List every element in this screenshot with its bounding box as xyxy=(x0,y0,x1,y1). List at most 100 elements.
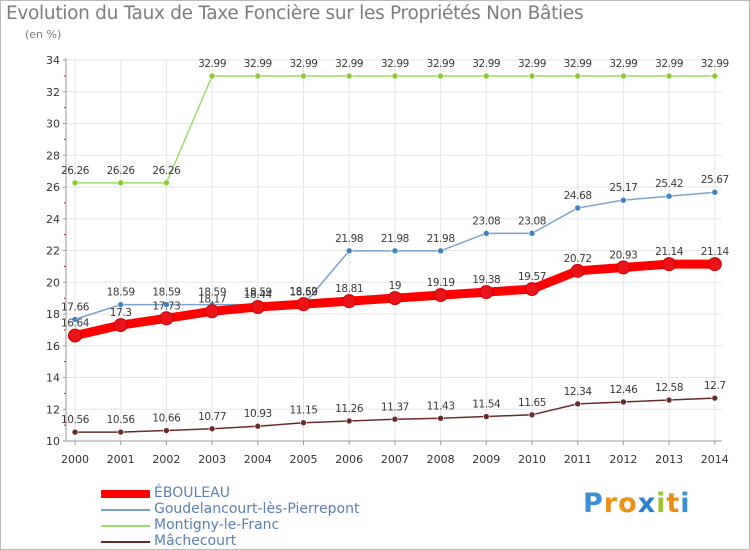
data-point-montigny xyxy=(574,72,582,80)
data-point-ebouleau xyxy=(479,285,494,300)
y-tick-label: 26 xyxy=(46,181,60,194)
data-point-machecourt xyxy=(391,415,399,423)
data-label-machecourt: 11.37 xyxy=(381,401,409,413)
y-tick-label: 24 xyxy=(46,213,60,226)
data-label-ebouleau: 21.14 xyxy=(701,246,730,258)
data-label-ebouleau: 16.64 xyxy=(61,318,90,330)
data-label-machecourt: 11.54 xyxy=(472,399,501,411)
data-label-ebouleau: 19 xyxy=(389,280,402,292)
data-point-machecourt xyxy=(117,428,124,436)
data-point-machecourt xyxy=(71,428,79,436)
data-label-goudelancourt: 21.98 xyxy=(335,233,363,245)
y-tick-label: 18 xyxy=(46,308,60,321)
data-label-machecourt: 10.56 xyxy=(107,414,136,426)
legend-label-ebouleau: ÉBOULEAU xyxy=(154,485,230,501)
data-point-ebouleau xyxy=(387,291,402,306)
data-label-ebouleau: 17.3 xyxy=(110,307,132,319)
data-point-montigny xyxy=(482,72,490,80)
data-label-machecourt: 12.58 xyxy=(655,382,683,394)
data-point-ebouleau xyxy=(662,257,677,272)
data-point-machecourt xyxy=(482,413,490,420)
legend-swatch-goudelancourt xyxy=(101,509,150,511)
data-label-goudelancourt: 18.59 xyxy=(152,287,180,299)
legend-swatch-ebouleau xyxy=(101,490,150,498)
data-label-ebouleau: 17.73 xyxy=(152,300,180,312)
x-tick-label: 2006 xyxy=(335,453,363,466)
data-label-machecourt: 12.34 xyxy=(564,386,593,398)
data-label-goudelancourt: 25.17 xyxy=(609,182,637,194)
data-label-ebouleau: 19.19 xyxy=(427,277,455,289)
data-label-montigny: 32.99 xyxy=(655,58,683,70)
axes: 10 12 14 16 18 20 22 24 26 28 30 32 34 2000 2001 2002 20… xyxy=(46,54,729,466)
legend-label-montigny: Montigny-le-Franc xyxy=(154,517,280,533)
y-tick-label: 30 xyxy=(46,118,60,131)
data-point-goudelancourt xyxy=(117,301,124,308)
x-tick-label: 2014 xyxy=(701,453,729,466)
x-tick-label: 2004 xyxy=(244,453,272,466)
y-tick-label: 32 xyxy=(46,86,60,99)
logo-letter: x xyxy=(637,488,657,519)
data-label-montigny: 32.99 xyxy=(472,58,500,70)
data-point-ebouleau xyxy=(113,318,128,333)
x-tick-label: 2009 xyxy=(472,453,500,466)
data-label-goudelancourt: 23.08 xyxy=(472,215,500,227)
data-label-goudelancourt: 18.59 xyxy=(289,287,317,299)
data-point-montigny xyxy=(71,179,79,187)
data-point-montigny xyxy=(391,72,399,80)
data-point-montigny xyxy=(711,72,719,80)
data-point-goudelancourt xyxy=(437,247,444,255)
data-label-montigny: 32.99 xyxy=(289,58,317,70)
data-point-machecourt xyxy=(620,398,627,406)
data-point-montigny xyxy=(528,72,536,80)
data-label-ebouleau: 18.62 xyxy=(289,286,317,298)
data-point-machecourt xyxy=(437,414,444,422)
data-label-montigny: 26.26 xyxy=(61,165,90,177)
data-label-ebouleau: 20.93 xyxy=(609,249,637,261)
y-tick-label: 10 xyxy=(46,435,60,448)
y-tick-label: 22 xyxy=(46,245,60,258)
data-point-machecourt xyxy=(208,425,216,433)
logo-letter: i xyxy=(680,488,691,519)
y-tick-label: 16 xyxy=(46,340,60,353)
data-point-goudelancourt xyxy=(391,247,399,255)
data-point-ebouleau xyxy=(205,304,220,319)
line-chart: 10 12 14 16 18 20 22 24 26 28 30 32 34 2000 2001 2002 20… xyxy=(46,54,730,466)
x-tick-label: 2010 xyxy=(518,453,546,466)
data-label-machecourt: 12.7 xyxy=(704,380,726,392)
data-label-ebouleau: 20.72 xyxy=(564,253,592,265)
data-label-montigny: 32.99 xyxy=(198,58,226,70)
data-point-goudelancourt xyxy=(711,188,719,196)
legend-label-machecourt: Mâchecourt xyxy=(154,533,237,549)
data-point-ebouleau xyxy=(570,263,585,278)
data-point-montigny xyxy=(345,72,353,80)
data-point-montigny xyxy=(620,72,627,80)
legend-swatch-montigny xyxy=(101,525,150,527)
data-label-goudelancourt: 21.98 xyxy=(381,233,409,245)
data-point-ebouleau xyxy=(159,311,174,326)
data-label-machecourt: 10.66 xyxy=(152,413,181,425)
data-label-machecourt: 11.26 xyxy=(335,403,364,415)
data-point-goudelancourt xyxy=(574,204,582,212)
data-point-ebouleau xyxy=(525,282,539,297)
y-tick-label: 20 xyxy=(46,276,60,289)
data-point-machecourt xyxy=(574,400,582,408)
data-labels: 26.26 26.26 26.26 32.99 32.99 32.99 32.99 32.99… xyxy=(61,58,730,426)
data-point-goudelancourt xyxy=(163,301,170,308)
x-tick-label: 2008 xyxy=(427,453,455,466)
data-point-montigny xyxy=(300,72,307,80)
data-point-machecourt xyxy=(528,411,536,419)
data-point-montigny xyxy=(665,72,673,80)
data-label-ebouleau: 18.44 xyxy=(244,289,273,301)
data-label-montigny: 32.99 xyxy=(244,58,272,70)
chart-title: Evolution du Taux de Taxe Foncière sur l… xyxy=(6,3,584,24)
data-point-goudelancourt xyxy=(528,230,536,237)
logo-letter: P xyxy=(583,488,604,519)
data-label-montigny: 32.99 xyxy=(564,58,592,70)
data-label-montigny: 32.99 xyxy=(701,58,729,70)
data-point-ebouleau xyxy=(707,257,722,272)
data-point-montigny xyxy=(437,72,444,80)
data-point-ebouleau xyxy=(616,260,631,275)
data-point-goudelancourt xyxy=(665,192,673,200)
x-tick-label: 2012 xyxy=(609,453,637,466)
data-point-machecourt xyxy=(254,422,262,430)
